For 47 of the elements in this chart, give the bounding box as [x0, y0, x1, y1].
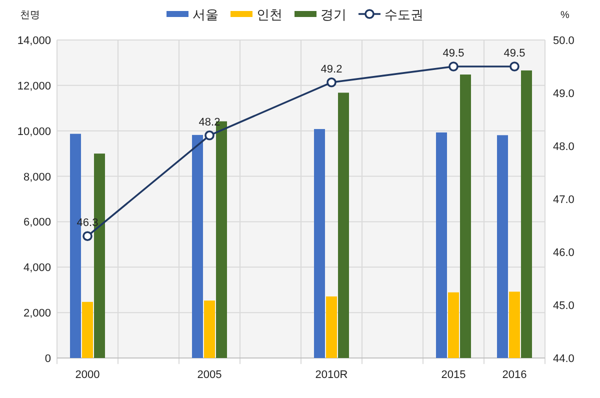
y2-tick-label: 47.0	[553, 194, 574, 206]
y2-tick-label: 45.0	[553, 300, 574, 312]
data-label: 49.2	[320, 63, 342, 76]
bar	[497, 135, 508, 358]
y2-tick-label: 44.0	[553, 353, 574, 365]
y-tick-label: 10,000	[17, 126, 51, 138]
y-tick-label: 12,000	[17, 80, 51, 92]
x-tick-label: 2010R	[315, 369, 348, 381]
legend-label: 인천	[256, 7, 282, 22]
y-tick-label: 2,000	[23, 308, 51, 320]
y2-axis-title: %	[560, 10, 570, 21]
x-tick-label: 2005	[197, 369, 222, 381]
bar	[82, 302, 93, 358]
x-tick-label: 2015	[441, 369, 466, 381]
y-tick-label: 14,000	[17, 35, 51, 47]
bar	[326, 296, 337, 358]
y-tick-label: 4,000	[23, 262, 51, 274]
x-tick-label: 2016	[502, 369, 527, 381]
y2-tick-label: 46.0	[553, 247, 574, 259]
bar	[338, 92, 349, 358]
point	[326, 78, 336, 88]
y2-tick-label: 49.0	[553, 88, 574, 100]
bar	[436, 132, 447, 358]
legend-label: 경기	[320, 7, 346, 22]
point	[448, 62, 458, 72]
point	[82, 231, 92, 241]
bar	[460, 74, 471, 358]
bar	[314, 129, 325, 358]
y-tick-label: 8,000	[23, 171, 51, 184]
bar	[204, 300, 215, 358]
data-label: 49.5	[504, 48, 526, 60]
data-label: 49.5	[442, 48, 464, 60]
y2-tick-label: 48.0	[553, 141, 574, 153]
y-tick-label: 6,000	[23, 216, 51, 229]
bar	[192, 134, 203, 358]
bar	[509, 292, 520, 358]
x-tick-label: 2000	[75, 369, 100, 381]
point	[510, 62, 520, 72]
y-tick-label: 0	[44, 353, 51, 365]
data-label: 48.2	[198, 116, 220, 128]
bar	[448, 292, 459, 358]
legend-label: 서울	[192, 7, 218, 22]
legend-label: 수도권	[384, 7, 424, 22]
y2-tick-label: 50.0	[553, 35, 574, 47]
y-axis-title: 천명	[20, 10, 40, 21]
bar	[521, 70, 532, 358]
point	[204, 130, 214, 140]
